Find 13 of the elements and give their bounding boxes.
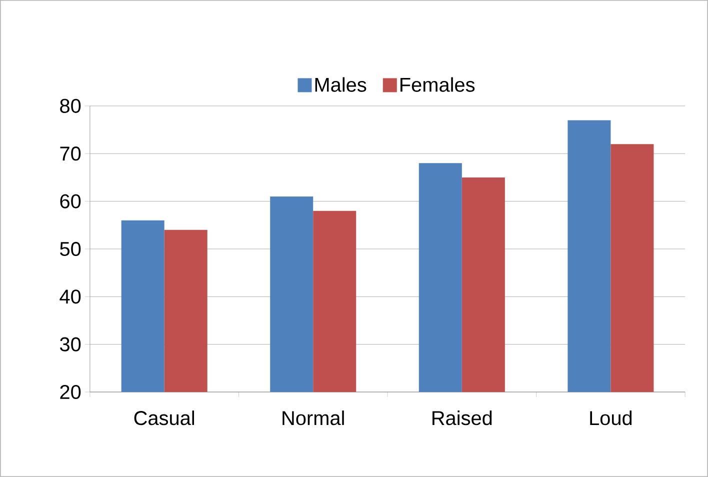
y-tick-label: 50 xyxy=(60,242,81,256)
y-tick-label: 20 xyxy=(60,384,81,400)
y-tick-label: 80 xyxy=(60,98,81,114)
x-tick-label: Normal xyxy=(282,410,344,426)
y-tick-label: 40 xyxy=(60,290,81,304)
y-tick-label: 30 xyxy=(60,337,81,352)
x-tick-label: Raised xyxy=(432,410,492,426)
legend-label: Males xyxy=(315,77,366,92)
y-tick-label: 60 xyxy=(60,194,81,208)
x-tick-label: Casual xyxy=(134,410,194,426)
y-tick-label: 70 xyxy=(60,146,81,161)
x-tick-label: Loud xyxy=(590,410,632,426)
legend-label: Females xyxy=(400,77,475,92)
